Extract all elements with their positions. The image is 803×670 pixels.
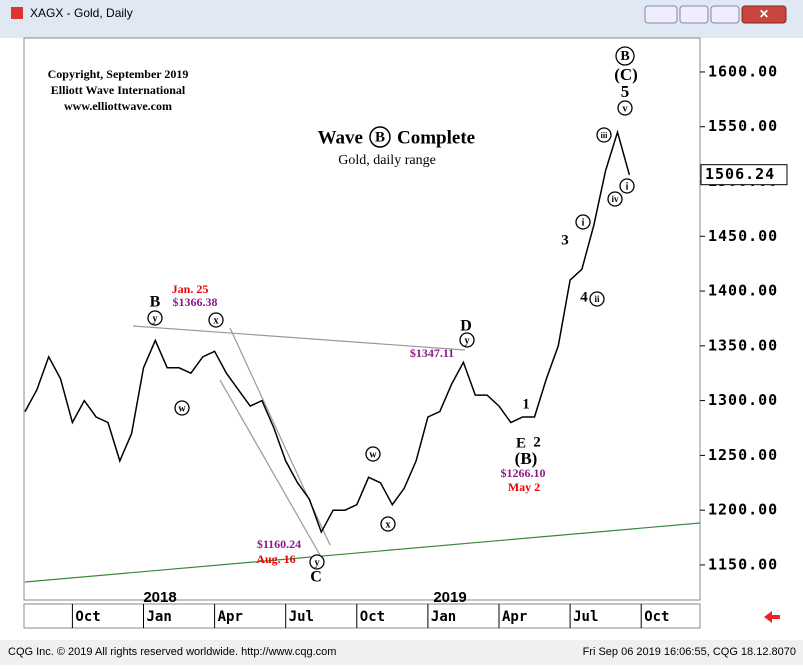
y-tick-label: 1600.00 — [708, 62, 778, 80]
title-circle — [369, 126, 391, 148]
y-tick-label: 1200.00 — [708, 501, 778, 519]
annotation: iv — [611, 194, 619, 204]
y-tick-label: 1300.00 — [708, 391, 778, 409]
trend-line — [132, 325, 466, 351]
annotation: w — [178, 403, 186, 414]
annotation: 5 — [621, 82, 630, 101]
footer-bar — [0, 640, 803, 665]
y-tick-label: 1550.00 — [708, 117, 778, 135]
chart-title: Complete — [397, 127, 475, 148]
x-tick-label: Jul — [289, 609, 314, 625]
annotation: y — [153, 313, 158, 324]
annotation: $1366.38 — [173, 295, 218, 309]
maximize-button[interactable] — [710, 5, 740, 24]
copyright: Copyright, September 2019 — [48, 67, 189, 81]
annotation: Jan. 25 — [172, 282, 209, 296]
annotation: y — [315, 557, 320, 568]
minimize-button[interactable] — [679, 5, 709, 24]
x-axis-bar — [23, 603, 701, 629]
x-tick-label: Jan — [431, 609, 456, 625]
last-price-box — [700, 164, 788, 186]
annotation: iii — [601, 131, 608, 140]
year-label: 2018 — [143, 589, 176, 606]
x-tick-label: Oct — [75, 609, 100, 625]
last-price-label: 1506.24 — [705, 165, 775, 183]
x-tick-label: Jan — [147, 609, 172, 625]
copyright: www.elliottwave.com — [64, 99, 172, 113]
wave-circle — [309, 554, 325, 570]
annotation: May 2 — [508, 480, 540, 494]
annotation: 2 — [533, 434, 541, 450]
wave-circle — [607, 191, 623, 207]
annotation: $1160.24 — [257, 537, 301, 551]
chart-title: Wave — [318, 127, 363, 148]
annotation: C — [310, 569, 322, 586]
annotation: i — [582, 217, 585, 228]
year-label: 2019 — [433, 589, 466, 606]
channel-line — [219, 379, 321, 556]
annotation: v — [623, 103, 628, 114]
annotation: D — [460, 318, 472, 335]
annotation: 4 — [580, 289, 588, 305]
x-tick-label: Oct — [360, 609, 385, 625]
annotation: 1 — [522, 396, 530, 412]
support-line — [24, 522, 701, 583]
chart-subtitle: Gold, daily range — [338, 153, 436, 168]
price-line — [24, 129, 631, 534]
y-tick-label: 1150.00 — [708, 555, 778, 573]
annotation: $1266.10 — [501, 466, 546, 480]
y-tick-label: 1250.00 — [708, 446, 778, 464]
wave-circle — [615, 46, 635, 66]
y-tick-label: 1450.00 — [708, 227, 778, 245]
annotation: w — [369, 449, 377, 460]
wave-circle — [380, 516, 396, 532]
wave-circle — [174, 400, 190, 416]
pin-button[interactable] — [644, 5, 678, 24]
annotation: x — [386, 519, 391, 530]
wave-circle — [619, 178, 635, 194]
y-tick-label: 1400.00 — [708, 282, 778, 300]
chart-title: B — [375, 129, 385, 145]
x-tick-label: Jul — [573, 609, 598, 625]
app-icon — [11, 7, 23, 19]
annotation: 3 — [561, 232, 569, 248]
copyright: Elliott Wave International — [51, 83, 186, 97]
x-tick-label: Apr — [218, 609, 243, 625]
annotation: $1347.11 — [410, 346, 454, 360]
wave-circle — [459, 332, 475, 348]
x-tick-label: Oct — [644, 609, 669, 625]
annotation: Aug. 16 — [256, 552, 295, 566]
footer-left: CQG Inc. © 2019 All rights reserved worl… — [8, 646, 336, 658]
window-title: XAGX - Gold, Daily — [30, 6, 133, 20]
scroll-arrow[interactable] — [764, 611, 780, 623]
annotation: y — [465, 335, 470, 346]
plot-area — [23, 37, 701, 601]
wave-circle — [208, 312, 224, 328]
footer-right: Fri Sep 06 2019 16:06:55, CQG 18.12.8070 — [583, 646, 796, 658]
annotation: (B) — [515, 449, 538, 468]
y-tick-label: 1350.00 — [708, 336, 778, 354]
x-tick-label: Apr — [502, 609, 527, 625]
annotation: E — [516, 435, 526, 451]
wave-circle — [365, 446, 381, 462]
wave-circle — [596, 127, 612, 143]
wave-circle — [617, 100, 633, 116]
annotation: (C) — [614, 65, 638, 84]
wave-circle — [589, 291, 605, 307]
annotation: ii — [594, 294, 600, 304]
annotation: B — [150, 294, 161, 311]
close-button[interactable] — [741, 5, 787, 24]
annotation: B — [620, 49, 629, 64]
annotation: i — [626, 181, 629, 192]
wave-circle — [575, 214, 591, 230]
wave-circle — [147, 310, 163, 326]
close-icon: ✕ — [759, 7, 769, 21]
annotation: x — [214, 315, 219, 326]
